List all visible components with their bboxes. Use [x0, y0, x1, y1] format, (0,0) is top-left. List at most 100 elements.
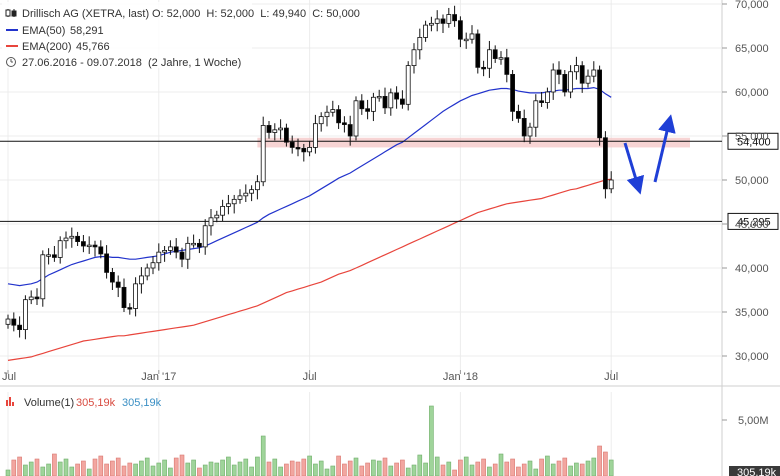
volume-bar: [382, 457, 388, 476]
volume-bar: [133, 463, 138, 476]
candle-body: [498, 57, 504, 60]
candle-body: [585, 75, 591, 84]
candle-body: [516, 110, 521, 119]
candle-body: [376, 96, 382, 99]
volume-bar: [347, 460, 353, 476]
candle-body: [411, 49, 417, 66]
volume-bar: [556, 460, 562, 476]
volume-bar: [324, 468, 330, 476]
volume-bar: [411, 464, 417, 476]
candle-body: [434, 18, 440, 24]
volume-bar: [452, 469, 457, 476]
volume-bar: [226, 456, 231, 476]
candle-body: [127, 307, 133, 310]
volume-bar: [75, 463, 80, 476]
volume-bar: [446, 461, 452, 476]
price-tag-box: [727, 212, 779, 230]
candle-body: [521, 118, 527, 137]
price-tag: 54,400: [727, 132, 779, 150]
volume-bar: [440, 464, 446, 476]
candles: [5, 5, 614, 340]
resistance-zone: [257, 137, 690, 148]
candle-body: [92, 244, 98, 248]
candle-body: [353, 100, 359, 137]
y-tick-label: 65,000: [735, 43, 769, 55]
volume-bar: [110, 460, 115, 476]
volume-bar: [63, 458, 69, 476]
volume-bar: [173, 457, 179, 476]
projection-arrows: [623, 114, 676, 195]
candle-body: [341, 122, 347, 125]
volume-bar: [550, 463, 556, 476]
candle-body: [266, 125, 272, 133]
volume-bar: [191, 459, 196, 476]
candle-body: [452, 14, 458, 22]
x-tick-label: Jul: [604, 371, 618, 383]
volume-bar: [330, 465, 336, 476]
y-tick-label: 30,000: [735, 351, 769, 363]
ema50-label: EMA(50): [22, 25, 65, 37]
volume-bar: [86, 468, 92, 476]
volume-bar: [5, 469, 11, 476]
candle-body: [86, 244, 92, 248]
candle-body: [574, 65, 579, 73]
volume-bar: [98, 455, 104, 476]
volume-bar: [197, 467, 202, 476]
volume-bar: [469, 464, 475, 476]
x-tick-label: Jan '18: [443, 371, 478, 383]
candle-body: [423, 24, 429, 38]
volume-bar: [585, 460, 591, 476]
volume-bar: [434, 456, 440, 476]
volume-bar: [208, 461, 214, 476]
volume-bar: [255, 456, 260, 476]
volume-axis-label: 5,00M: [738, 415, 769, 427]
volume-bar: [417, 454, 423, 476]
volume-bar: [278, 466, 283, 476]
candle-body: [81, 241, 86, 247]
candle-body: [208, 217, 214, 227]
volume-bar: [365, 462, 370, 476]
candle-body: [475, 33, 481, 68]
volume-bar: [481, 458, 486, 476]
volume-bar: [266, 461, 272, 476]
volume-bar: [516, 466, 521, 476]
volume-icon: [6, 397, 14, 406]
candle-body: [5, 318, 11, 325]
volume-bar: [69, 466, 75, 476]
candle-body: [295, 147, 301, 150]
volume-bar: [301, 458, 307, 476]
candle-body: [533, 100, 539, 128]
candle-body: [179, 251, 185, 260]
volume-bar: [429, 405, 434, 476]
candle-body: [283, 127, 289, 143]
volume-bar: [487, 466, 492, 476]
price-tag: 45,295: [727, 212, 779, 230]
volume-bar: [260, 435, 266, 476]
volume-bar: [498, 453, 504, 476]
candle-body: [301, 147, 307, 153]
volume-bar: [23, 464, 28, 476]
candle-body: [330, 109, 336, 113]
candle-body: [539, 100, 544, 103]
volume-bar: [150, 465, 156, 476]
volume-bar: [475, 461, 481, 476]
volume-bar: [202, 464, 208, 476]
candle-body: [144, 267, 150, 277]
y-tick-label: 50,000: [735, 175, 769, 187]
volume-bar: [185, 462, 191, 476]
volume-bar: [400, 459, 405, 476]
arrow-up: [653, 114, 676, 183]
volume-bar: [81, 460, 86, 476]
candle-body: [527, 126, 533, 137]
candle-body: [249, 189, 255, 194]
volume-bar: [405, 467, 411, 476]
candle-body: [457, 20, 463, 40]
candle-body: [98, 246, 104, 255]
x-tick-label: Jul: [303, 371, 317, 383]
candle-body: [243, 192, 249, 197]
candle-body: [272, 129, 278, 133]
candle-body: [545, 91, 550, 103]
volume-bar: [388, 465, 394, 476]
candle-body: [399, 98, 405, 105]
